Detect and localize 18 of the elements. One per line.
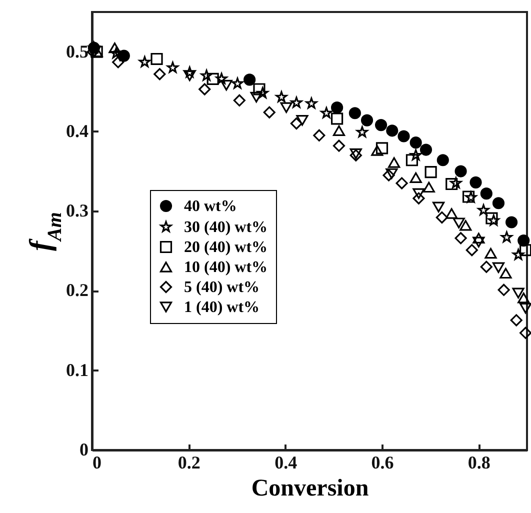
y-tick-label: 0.5 <box>66 41 88 62</box>
y-tick-label: 0.4 <box>66 120 88 141</box>
legend-label: 1 (40) wt% <box>184 299 260 316</box>
x-tick-label: 0.8 <box>468 452 490 472</box>
y-tick-label: 0 <box>80 440 88 460</box>
legend-label: 10 (40) wt% <box>184 259 268 276</box>
y-tick-label: 0.1 <box>66 360 88 380</box>
x-tick-label: 0.2 <box>178 452 200 472</box>
legend-label: 5 (40) wt% <box>184 279 260 296</box>
y-tick-label: 0.2 <box>66 280 88 300</box>
x-tick-label: 0 <box>92 452 102 472</box>
y-tick-label: 0.3 <box>66 200 88 221</box>
legend-label: 30 (40) wt% <box>184 219 268 236</box>
legend-label: 40 wt% <box>184 198 237 215</box>
legend-label: 20 (40) wt% <box>184 239 268 256</box>
x-tick-label: 0.6 <box>371 452 394 472</box>
x-tick-label: 0.4 <box>274 452 298 472</box>
x-axis-title: Conversion <box>251 476 369 502</box>
